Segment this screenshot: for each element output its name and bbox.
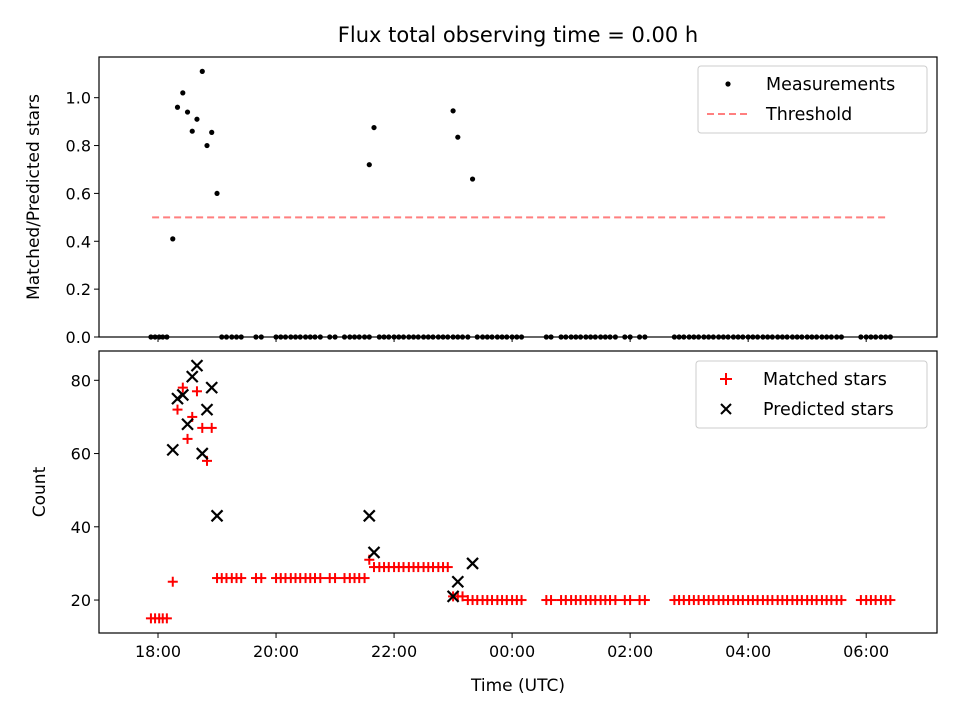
x-tick-label: 22:00 <box>371 642 417 661</box>
top-y-ticks: 0.0 0.2 0.4 0.6 0.8 1.0 <box>66 89 99 347</box>
matched-point <box>457 591 468 602</box>
predicted-point <box>210 509 224 523</box>
measurement-point <box>366 162 372 168</box>
legend-threshold-label: Threshold <box>765 105 852 125</box>
matched-point <box>177 382 188 393</box>
predicted-point <box>451 575 465 589</box>
matched-point <box>610 595 621 606</box>
measurement-point <box>194 116 200 122</box>
y-tick-label: 40 <box>71 518 91 537</box>
measurement-point <box>469 176 476 182</box>
measurement-point <box>455 134 461 140</box>
legend-predicted-marker <box>720 403 732 415</box>
measurement-point <box>189 128 195 134</box>
measurement-point <box>209 129 215 135</box>
bottom-x-ticks: 18:00 20:00 22:00 00:00 02:00 04:00 06:00 <box>135 633 889 661</box>
y-tick-label: 80 <box>71 371 91 390</box>
matched-point <box>167 576 178 587</box>
predicted-point <box>176 388 190 402</box>
predicted-point <box>181 417 194 431</box>
bottom-y-axis-label: Count <box>30 466 50 517</box>
matched-point <box>191 386 202 397</box>
x-tick-label: 20:00 <box>253 642 299 661</box>
matched-point <box>885 595 896 606</box>
legend-predicted-label: Predicted stars <box>763 400 894 420</box>
matched-point <box>197 422 208 433</box>
y-tick-label: 1.0 <box>66 89 91 108</box>
predicted-point <box>363 509 376 523</box>
predicted-point <box>200 403 214 416</box>
measurement-point <box>199 68 205 74</box>
top-axes-frame <box>98 56 938 338</box>
x-tick-label: 00:00 <box>489 642 535 661</box>
x-tick-label: 06:00 <box>843 642 889 661</box>
matched-point <box>442 562 453 573</box>
y-tick-label: 20 <box>71 591 91 610</box>
matched-point <box>182 433 193 444</box>
matched-point <box>359 573 370 584</box>
top-legend-box <box>697 65 928 134</box>
x-tick-label: 02:00 <box>607 642 653 661</box>
predicted-point <box>185 370 199 383</box>
matched-point <box>516 595 527 606</box>
matched-point <box>315 573 326 584</box>
matched-point <box>172 404 183 415</box>
bottom-y-ticks: 20 40 60 80 <box>71 371 99 610</box>
measurement-point <box>174 104 181 110</box>
y-tick-label: 0.2 <box>66 280 91 299</box>
x-tick-label: 18:00 <box>135 642 181 661</box>
bottom-marks <box>145 359 896 624</box>
matched-point <box>639 595 650 606</box>
legend-matched-label: Matched stars <box>763 370 887 390</box>
top-panel: 0.0 0.2 0.4 0.6 0.8 1.0 Matched/Predicted sta… <box>24 56 938 347</box>
y-tick-label: 0.0 <box>66 328 91 347</box>
matched-point <box>236 573 247 584</box>
y-tick-label: 0.6 <box>66 184 91 203</box>
predicted-point <box>205 381 218 394</box>
matched-point <box>546 595 557 606</box>
measurement-point <box>184 109 191 115</box>
x-tick-label: 04:00 <box>725 642 771 661</box>
predicted-point <box>171 392 184 405</box>
legend-measurements-label: Measurements <box>766 75 895 95</box>
predicted-point <box>195 447 209 460</box>
predicted-point <box>166 443 180 457</box>
top-y-axis-label: Matched/Predicted stars <box>24 94 44 300</box>
predicted-point <box>367 546 381 559</box>
top-legend: Measurements Threshold <box>697 65 928 134</box>
measurement-point <box>371 124 377 131</box>
chart-title: Flux total observing time = 0.00 h <box>338 23 698 47</box>
bottom-axes-frame <box>98 350 938 634</box>
matched-point <box>161 613 172 624</box>
matched-point <box>256 573 267 584</box>
bottom-panel: 20 40 60 80 18:00 20:00 22:00 00:00 02:00 04:00 0… <box>30 350 938 696</box>
predicted-point <box>466 557 479 570</box>
y-tick-label: 0.4 <box>66 232 91 251</box>
x-axis-label: Time (UTC) <box>470 676 565 696</box>
matched-point <box>625 595 636 606</box>
matched-point <box>330 573 341 584</box>
measurement-point <box>170 236 176 242</box>
y-tick-label: 60 <box>71 445 91 464</box>
y-tick-label: 0.8 <box>66 137 91 156</box>
bottom-legend: Matched stars Predicted stars <box>695 360 928 429</box>
measurement-point <box>180 90 186 96</box>
measurement-point <box>214 190 220 197</box>
bottom-legend-box <box>695 360 928 429</box>
predicted-point <box>190 359 204 372</box>
legend-measurements-marker <box>725 81 731 87</box>
measurement-point <box>450 108 456 114</box>
measurement-point <box>204 142 210 149</box>
matched-point <box>206 422 217 433</box>
predicted-point <box>446 590 460 603</box>
top-x-ticks <box>157 337 867 342</box>
matched-point <box>836 595 847 606</box>
legend-matched-marker <box>720 373 732 385</box>
